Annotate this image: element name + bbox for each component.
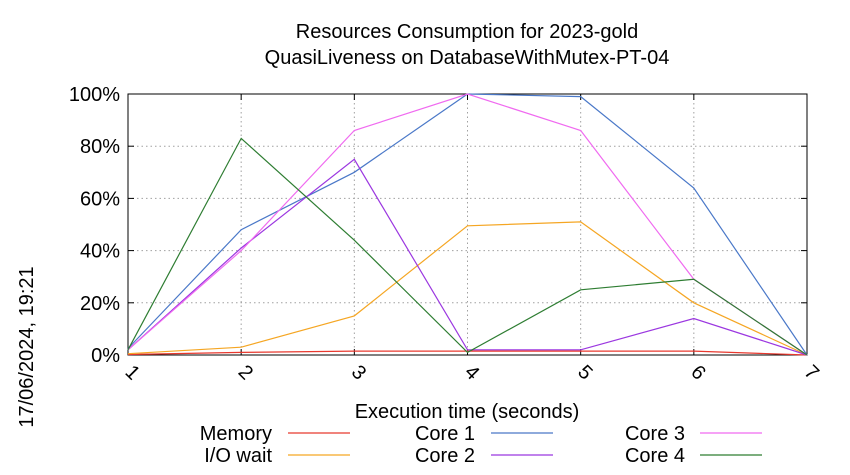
grid-lines [128, 94, 807, 355]
y-tick-label: 0% [91, 345, 120, 367]
timestamp-label: 17/06/2024, 19:21 [16, 266, 38, 427]
series-line-memory [127, 350, 808, 356]
legend-label-core-3: Core 3 [625, 423, 685, 445]
x-tick-label: 4 [460, 361, 483, 384]
x-tick-label: 7 [800, 361, 823, 384]
y-tick-label: 60% [80, 188, 120, 210]
y-tick-label: 40% [80, 241, 120, 263]
y-tick-label: 80% [80, 136, 120, 158]
legend-label-memory: Memory [200, 423, 272, 445]
series-line-i-o-wait [127, 221, 808, 356]
legend-label-core-1: Core 1 [415, 423, 475, 445]
series-lines [127, 93, 808, 356]
y-tick-label: 20% [80, 293, 120, 315]
x-tick-label: 6 [686, 361, 709, 384]
x-axis-label: Execution time (seconds) [355, 401, 580, 423]
x-axis-ticks: 1 2 3 4 5 6 7 [121, 94, 823, 384]
legend-label-core-2: Core 2 [415, 445, 475, 467]
legend-label-core-4: Core 4 [625, 445, 685, 467]
chart-subtitle: QuasiLiveness on DatabaseWithMutex-PT-04 [265, 47, 670, 69]
chart-title: Resources Consumption for 2023-gold [296, 21, 638, 43]
legend-label-i-o-wait: I/O wait [204, 445, 272, 467]
x-tick-label: 3 [347, 361, 370, 384]
y-axis-ticks: 0% 20% 40% 60% 80% 100% [69, 84, 807, 367]
x-tick-label: 2 [234, 361, 257, 384]
x-tick-label: 1 [121, 361, 144, 384]
y-tick-label: 100% [69, 84, 120, 106]
series-line-core-4 [127, 137, 808, 356]
x-tick-label: 5 [573, 361, 596, 384]
series-line-core-2 [127, 158, 808, 356]
